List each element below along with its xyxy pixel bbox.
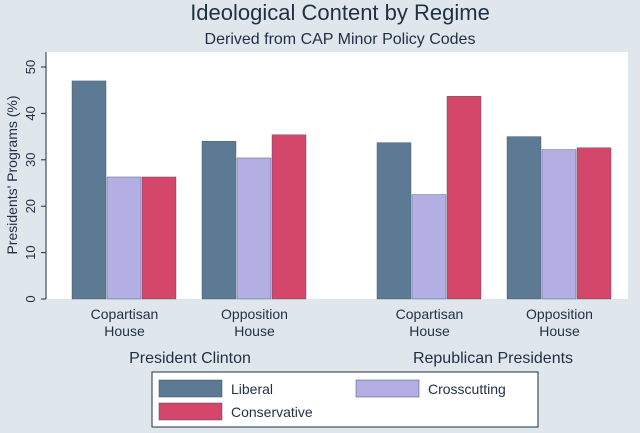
y-tick-label: 0 <box>23 295 38 302</box>
bar-conservative <box>271 134 307 300</box>
bar-conservative <box>446 96 482 300</box>
y-tick-label: 10 <box>23 245 38 259</box>
x-group-label: President Clinton <box>129 350 251 367</box>
y-tick-label: 40 <box>23 106 38 120</box>
y-tick-label: 20 <box>23 199 38 213</box>
legend-items: Liberal Crosscutting Conservative <box>158 379 506 421</box>
legend-swatch <box>158 379 223 398</box>
x-category-label: House <box>409 323 450 339</box>
chart-subtitle: Derived from CAP Minor Policy Codes <box>205 31 476 48</box>
bar-crosscutting <box>236 157 272 300</box>
x-category-label: Opposition <box>221 306 288 322</box>
bar-crosscutting <box>106 176 142 300</box>
bar-conservative <box>141 176 177 300</box>
legend-label: Conservative <box>231 404 313 420</box>
bar-crosscutting <box>411 194 447 300</box>
bar-liberal <box>506 136 542 300</box>
x-category-label: Copartisan <box>396 306 464 322</box>
chart-title: Ideological Content by Regime <box>190 0 490 25</box>
legend-label: Liberal <box>231 381 273 397</box>
y-axis-label: Presidents' Programs (%) <box>4 95 20 254</box>
x-category-label: House <box>234 323 275 339</box>
x-category-label: Copartisan <box>91 306 159 322</box>
legend-swatch <box>158 402 223 421</box>
y-tick-label: 30 <box>23 153 38 167</box>
y-axis-ticks: 0 10 20 30 40 50 <box>23 60 46 303</box>
y-tick-label: 50 <box>23 60 38 74</box>
bar-liberal <box>376 142 412 300</box>
bar-liberal <box>71 80 107 300</box>
bars <box>71 80 612 300</box>
x-axis-labels: CopartisanHouseOppositionHousePresident … <box>91 306 593 367</box>
x-group-label: Republican Presidents <box>413 350 573 367</box>
bar-crosscutting <box>541 149 577 300</box>
bar-conservative <box>576 147 612 300</box>
legend-swatch <box>355 379 420 398</box>
legend-label: Crosscutting <box>428 381 506 397</box>
x-category-label: House <box>539 323 580 339</box>
bar-liberal <box>201 141 237 300</box>
x-category-label: House <box>104 323 145 339</box>
x-category-label: Opposition <box>526 306 593 322</box>
